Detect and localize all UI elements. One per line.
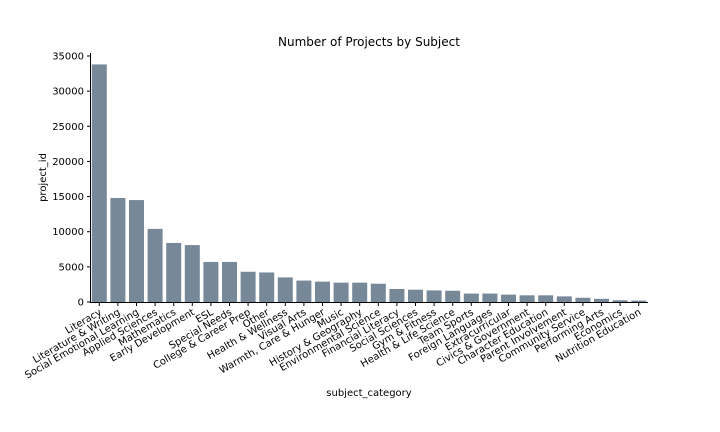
y-tick-label-5: 25000: [52, 122, 84, 133]
bar-9: [259, 272, 275, 302]
bar-26: [575, 297, 591, 302]
bar-4: [166, 242, 182, 302]
bar-11: [296, 280, 312, 302]
bar-19: [445, 290, 461, 302]
chart-title: Number of Projects by Subject: [278, 35, 460, 49]
y-tick-label-6: 30000: [52, 87, 84, 98]
bar-1: [110, 197, 126, 302]
bar-5: [184, 245, 200, 302]
bar-7: [222, 261, 237, 302]
bar-23: [519, 295, 535, 302]
bar-21: [482, 293, 498, 302]
bar-20: [463, 293, 479, 302]
bar-22: [501, 294, 516, 302]
y-tick-label-0: 0: [78, 298, 84, 309]
bar-28: [612, 300, 628, 302]
bar-24: [538, 295, 554, 302]
bar-15: [370, 283, 386, 302]
bar-6: [203, 261, 219, 302]
bar-12: [315, 281, 330, 302]
y-tick-label-3: 15000: [52, 192, 84, 203]
y-axis: 0 5000 10000 15000 20000 25000 30000 35000: [52, 52, 91, 309]
bar-10: [277, 277, 293, 302]
bar-14: [352, 282, 368, 302]
bar-2: [129, 200, 144, 302]
bar-16: [389, 289, 405, 302]
y-tick-label-7: 35000: [52, 52, 84, 63]
y-tick-label-2: 10000: [52, 227, 84, 238]
bar-0: [91, 64, 107, 303]
bars-group: [91, 64, 647, 303]
bar-3: [147, 228, 163, 302]
x-axis-title: subject_category: [326, 388, 412, 399]
bar-25: [556, 296, 572, 302]
bar-17: [408, 289, 423, 302]
y-tick-label-1: 5000: [59, 262, 84, 273]
y-tick-label-4: 20000: [52, 157, 84, 168]
bar-27: [594, 298, 609, 302]
bar-29: [631, 300, 647, 302]
bar-18: [426, 290, 442, 302]
bar-13: [333, 282, 349, 302]
y-axis-title: project_id: [38, 153, 49, 202]
bar-8: [240, 271, 256, 302]
